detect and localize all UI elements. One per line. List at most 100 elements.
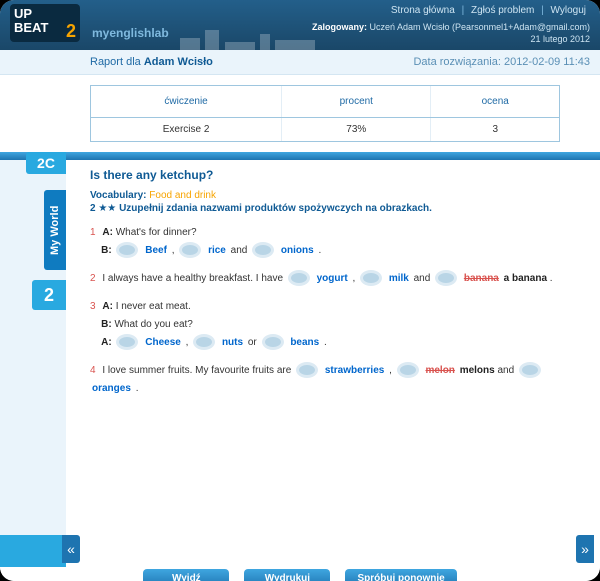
side-tab-lesson[interactable]: 2 — [32, 280, 66, 310]
side-tab-myworld[interactable]: My World — [44, 190, 66, 270]
table-row: Exercise 2 73% 3 — [91, 118, 559, 142]
instr-text: Uzupełnij zdania nazwami produktów spoży… — [119, 203, 432, 214]
unit-chip: 2C — [26, 152, 66, 174]
end: . — [318, 245, 321, 256]
brand-text: myenglishlab — [92, 26, 169, 40]
report-bar: Raport dla Adam Wcisło Data rozwiązania:… — [0, 50, 600, 75]
answer: rice — [208, 245, 226, 256]
side-bottom-strip — [0, 535, 66, 567]
page-root: UP BEAT 2 myenglishlab Strona główna | Z… — [0, 0, 600, 581]
strawberries-icon — [296, 362, 318, 378]
sep: , — [352, 273, 355, 284]
line-text: I love summer fruits. My favourite fruit… — [102, 365, 291, 376]
oranges-icon — [519, 362, 541, 378]
logo: UP BEAT 2 — [10, 4, 80, 42]
table-header-row: ćwiczenie procent ocena — [91, 86, 559, 118]
sep: or — [248, 337, 257, 348]
print-button[interactable]: Wydrukuj — [244, 569, 330, 581]
nav-home[interactable]: Strona główna — [391, 5, 455, 16]
answer: milk — [389, 273, 409, 284]
results-table-wrap: ćwiczenie procent ocena Exercise 2 73% 3 — [90, 85, 560, 142]
vocab-line: Vocabulary: Food and drink — [90, 190, 580, 201]
cell-grade: 3 — [431, 118, 559, 142]
prev-arrow[interactable]: « — [62, 535, 80, 563]
milk-icon — [360, 270, 382, 286]
speaker-b: B: — [101, 319, 112, 330]
rice-icon — [179, 242, 201, 258]
line-text: I never eat meat. — [116, 301, 191, 312]
logo-beat: BEAT — [14, 20, 48, 35]
instruction: 2 ★★ Uzupełnij zdania nazwami produktów … — [90, 203, 580, 214]
col-grade: ocena — [431, 86, 559, 118]
beef-icon — [116, 242, 138, 258]
answer: Beef — [145, 245, 167, 256]
beans-icon — [262, 334, 284, 350]
vocab-category: Food and drink — [149, 190, 216, 201]
cheese-icon — [116, 334, 138, 350]
cell-percent: 73% — [282, 118, 431, 142]
speaker-b: B: — [101, 245, 112, 256]
report-for: Raport dla Adam Wcisło — [90, 56, 213, 68]
top-nav: Strona główna | Zgłoś problem | Wyloguj — [387, 5, 590, 16]
end: . — [324, 337, 327, 348]
logo-up: UP — [14, 6, 32, 21]
line-text: I always have a healthy breakfast. I hav… — [102, 273, 283, 284]
logged-label: Zalogowany: — [312, 22, 367, 32]
answer: onions — [281, 245, 314, 256]
onions-icon — [252, 242, 274, 258]
answer: nuts — [222, 337, 243, 348]
item-number: 4 — [90, 365, 96, 376]
banana-icon — [435, 270, 457, 286]
retry-button[interactable]: Spróbuj ponownie — [345, 569, 456, 581]
end: . — [550, 273, 553, 284]
exercise-item-4: 4 I love summer fruits. My favourite fru… — [90, 362, 580, 398]
blue-divider — [0, 152, 600, 160]
nav-sep: | — [541, 5, 544, 16]
logged-in-line: Zalogowany: Uczeń Adam Wcisło (Pearsonme… — [312, 22, 590, 32]
report-prefix: Raport dla — [90, 56, 141, 68]
answer-correction: melons — [460, 365, 495, 376]
next-arrow[interactable]: » — [576, 535, 594, 563]
melon-icon — [397, 362, 419, 378]
logged-user: Uczeń Adam Wcisło (Pearsonmel1+Adam@gmai… — [370, 22, 590, 32]
answer-correction: a banana — [504, 273, 547, 284]
nuts-icon — [193, 334, 215, 350]
yogurt-icon — [288, 270, 310, 286]
exercise-item-2: 2 I always have a healthy breakfast. I h… — [90, 270, 580, 288]
line-text: What's for dinner? — [116, 227, 197, 238]
nav-report-problem[interactable]: Zgłoś problem — [471, 5, 534, 16]
sep: and — [498, 365, 515, 376]
answer-wrong: banana — [464, 273, 499, 284]
sep: , — [186, 337, 189, 348]
header-date: 21 lutego 2012 — [530, 34, 590, 44]
logo-num: 2 — [66, 22, 76, 40]
report-name: Adam Wcisło — [144, 56, 213, 68]
answer: yogurt — [317, 273, 348, 284]
report-date: Data rozwiązania: 2012-02-09 11:43 — [413, 56, 590, 68]
answer: beans — [290, 337, 319, 348]
answer: Cheese — [145, 337, 181, 348]
instr-num: 2 — [90, 203, 96, 214]
item-number: 3 — [90, 301, 96, 312]
sep: , — [389, 365, 392, 376]
sep: , — [172, 245, 175, 256]
col-percent: procent — [282, 86, 431, 118]
item-number: 2 — [90, 273, 96, 284]
answer: oranges — [92, 383, 131, 394]
exit-button[interactable]: Wyjdź — [143, 569, 229, 581]
content: Is there any ketchup? Vocabulary: Food a… — [66, 160, 600, 561]
sep: and — [231, 245, 248, 256]
vocab-label: Vocabulary: — [90, 190, 147, 201]
cell-exercise: Exercise 2 — [91, 118, 282, 142]
question-title: Is there any ketchup? — [90, 168, 580, 182]
col-exercise: ćwiczenie — [91, 86, 282, 118]
side-column: 2C My World 2 — [0, 160, 66, 561]
nav-sep: | — [462, 5, 465, 16]
speaker-a: A: — [102, 227, 113, 238]
answer: strawberries — [325, 365, 384, 376]
exercise-item-1: 1 A: What's for dinner? B: Beef , rice a… — [90, 224, 580, 260]
results-table: ćwiczenie procent ocena Exercise 2 73% 3 — [91, 86, 559, 141]
speaker-a: A: — [102, 301, 113, 312]
answer-wrong: melon — [425, 365, 454, 376]
nav-logout[interactable]: Wyloguj — [551, 5, 586, 16]
